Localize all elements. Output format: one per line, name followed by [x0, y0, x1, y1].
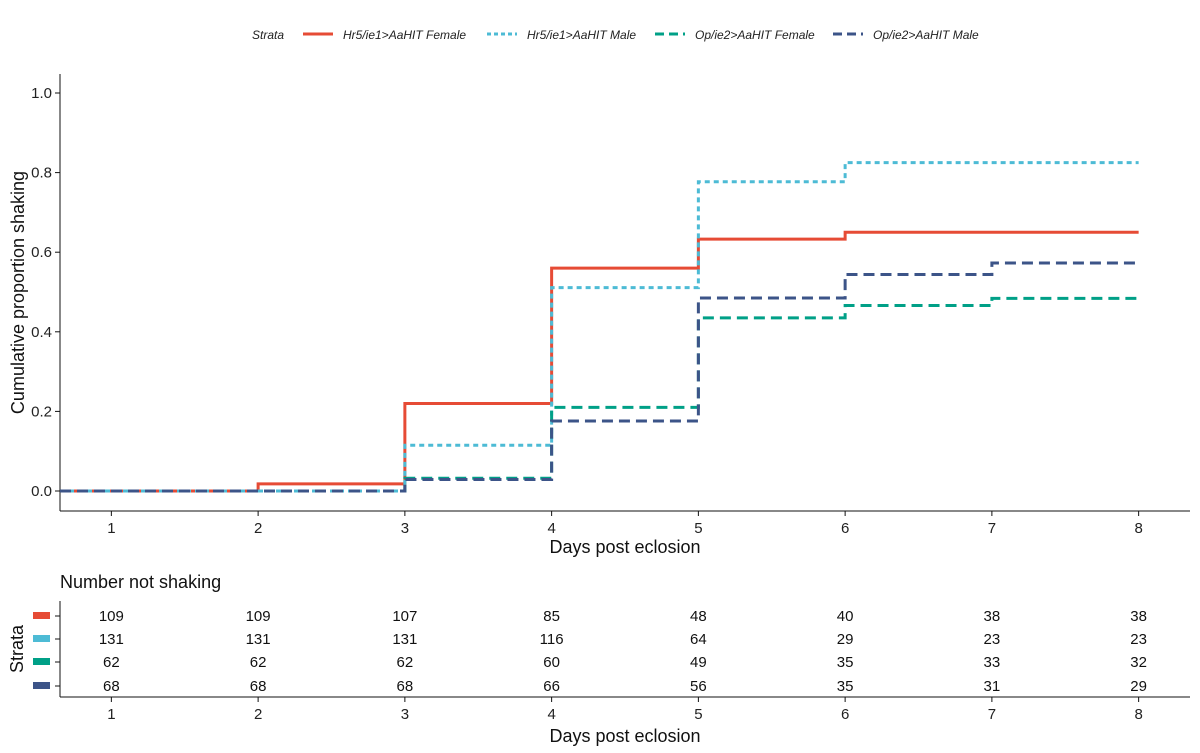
risk-table-cell: 49 — [690, 654, 707, 671]
risk-table-cell: 116 — [540, 631, 564, 648]
x-tick-label: 2 — [254, 520, 262, 537]
risk-table-x-tick-label: 8 — [1134, 706, 1142, 723]
legend-label-hr5-ie1-aahit-female: Hr5/ie1>AaHIT Female — [343, 28, 466, 42]
x-tick-label: 5 — [694, 520, 702, 537]
legend-label-op-ie2-aahit-male: Op/ie2>AaHIT Male — [873, 28, 979, 42]
risk-table-cell: 32 — [1130, 654, 1147, 671]
risk-table-y-axis-title: Strata — [7, 624, 27, 673]
risk-table-cell: 38 — [984, 608, 1001, 625]
x-tick-label: 6 — [841, 520, 849, 537]
risk-table-x-tick-label: 4 — [547, 706, 555, 723]
risk-table-x-tick-label: 3 — [401, 706, 409, 723]
risk-table-row-swatch — [33, 682, 50, 689]
y-tick-label: 0.8 — [31, 165, 52, 182]
risk-table-cell: 62 — [397, 654, 414, 671]
risk-table-x-tick-label: 7 — [988, 706, 996, 723]
risk-table-row-swatch — [33, 635, 50, 642]
risk-table-cell: 66 — [543, 678, 560, 695]
y-tick-label: 0.0 — [31, 483, 52, 500]
risk-table-cell: 85 — [543, 608, 560, 625]
risk-table-x-tick-label: 2 — [254, 706, 262, 723]
risk-table-cell: 109 — [99, 608, 124, 625]
x-axis-title: Days post eclosion — [549, 537, 700, 557]
risk-table-x-tick-label: 5 — [694, 706, 702, 723]
risk-table-row-swatch — [33, 658, 50, 665]
risk-table-cell: 131 — [99, 631, 124, 648]
risk-table-cell: 29 — [1130, 678, 1147, 695]
risk-table-cell: 23 — [984, 631, 1001, 648]
risk-table: Number not shaking 109 109 107 85 48 40 38 3813… — [7, 572, 1190, 746]
legend: Strata Hr5/ie1>AaHIT Female Hr5/ie1>AaHIT… — [252, 28, 979, 42]
risk-table-cell: 31 — [984, 678, 1001, 695]
risk-table-cell: 56 — [690, 678, 707, 695]
series-line-hr5-ie1-aahit-female — [60, 230, 1139, 493]
risk-table-cell: 60 — [543, 654, 560, 671]
legend-label-op-ie2-aahit-female: Op/ie2>AaHIT Female — [695, 28, 815, 42]
risk-table-cell: 35 — [837, 678, 854, 695]
risk-table-cell: 62 — [250, 654, 267, 671]
risk-table-cell: 35 — [837, 654, 854, 671]
risk-table-cell: 131 — [246, 631, 271, 648]
x-tick-label: 4 — [547, 520, 555, 537]
legend-title: Strata — [252, 28, 284, 42]
risk-table-cell: 68 — [103, 678, 120, 695]
risk-table-cell: 33 — [984, 654, 1001, 671]
risk-table-cell: 68 — [250, 678, 267, 695]
y-axis-title: Cumulative proportion shaking — [8, 171, 28, 414]
risk-table-cell: 109 — [246, 608, 271, 625]
risk-table-cell: 107 — [392, 608, 417, 625]
risk-table-title: Number not shaking — [60, 572, 221, 592]
risk-table-cell: 131 — [392, 631, 417, 648]
risk-table-cell: 38 — [1130, 608, 1147, 625]
x-tick-label: 7 — [988, 520, 996, 537]
risk-table-x-axis-title: Days post eclosion — [549, 726, 700, 746]
risk-table-cell: 64 — [690, 631, 707, 648]
main-plot: 0.0 0.2 0.4 0.6 0.8 1.0 1 2 3 4 5 6 7 8 Days post ec… — [8, 74, 1190, 557]
series-line-op-ie2-aahit-female — [60, 296, 1139, 493]
risk-table-row-swatch — [33, 612, 50, 619]
y-tick-label: 0.6 — [31, 244, 52, 261]
series-line-hr5-ie1-aahit-male — [60, 161, 1139, 493]
legend-label-hr5-ie1-aahit-male: Hr5/ie1>AaHIT Male — [527, 28, 636, 42]
risk-table-x-tick-label: 1 — [107, 706, 115, 723]
risk-table-cell: 48 — [690, 608, 707, 625]
risk-table-cell: 23 — [1130, 631, 1147, 648]
x-tick-label: 8 — [1134, 520, 1142, 537]
series-line-op-ie2-aahit-male — [60, 261, 1139, 493]
y-tick-label: 1.0 — [31, 85, 52, 102]
risk-table-x-tick-label: 6 — [841, 706, 849, 723]
risk-table-cell: 62 — [103, 654, 120, 671]
y-tick-label: 0.4 — [31, 324, 52, 341]
risk-table-cell: 40 — [837, 608, 854, 625]
x-tick-label: 3 — [401, 520, 409, 537]
risk-table-cell: 68 — [397, 678, 414, 695]
risk-table-cell: 29 — [837, 631, 854, 648]
x-tick-label: 1 — [107, 520, 115, 537]
y-tick-label: 0.2 — [31, 403, 52, 420]
